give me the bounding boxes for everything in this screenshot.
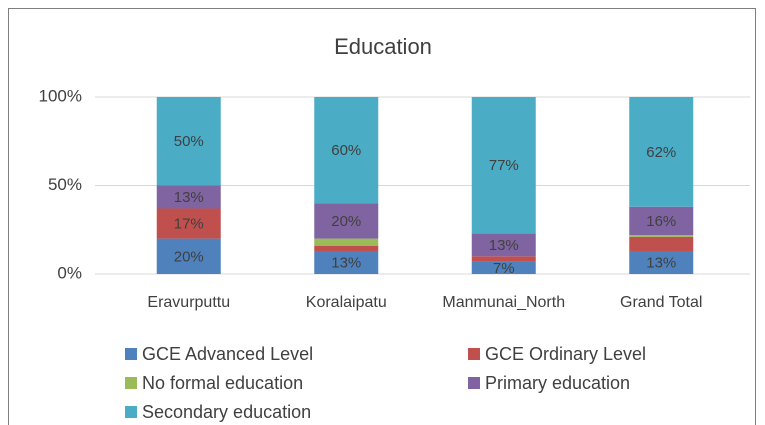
legend-swatch	[468, 377, 480, 389]
bar-segment	[156, 208, 221, 239]
bar-segment	[471, 256, 536, 262]
x-tick-label: Grand Total	[620, 294, 702, 311]
data-label: 50%	[174, 133, 204, 150]
bar-segment	[629, 206, 694, 236]
data-label: 60%	[331, 142, 361, 159]
bar-segment	[471, 233, 536, 257]
bar-segment	[629, 236, 694, 251]
bar-segment	[156, 238, 221, 274]
bar-segment	[471, 97, 536, 234]
legend-label: Primary education	[485, 373, 630, 393]
y-tick-label: 50%	[48, 175, 82, 194]
legend-swatch	[125, 348, 137, 360]
data-label: 20%	[331, 213, 361, 230]
bar-segment	[156, 185, 221, 209]
data-label: 7%	[493, 260, 515, 277]
chart-border	[8, 8, 756, 425]
legend-label: GCE Ordinary Level	[485, 344, 646, 364]
data-label: 13%	[646, 254, 676, 271]
bar-segment	[629, 250, 694, 274]
data-label: 13%	[331, 254, 361, 271]
x-tick-label: Eravurputtu	[147, 294, 230, 311]
legend-swatch	[468, 348, 480, 360]
bar-segment	[314, 245, 379, 251]
x-tick-label: Manmunai_North	[442, 294, 565, 311]
y-tick-label: 100%	[39, 86, 82, 105]
bar-segment	[156, 97, 221, 186]
data-label: 13%	[489, 237, 519, 254]
data-label: 13%	[174, 189, 204, 206]
data-label: 20%	[174, 248, 204, 265]
data-label: 16%	[646, 213, 676, 230]
data-label: 77%	[489, 157, 519, 174]
bar-segment	[314, 97, 379, 204]
legend-label: GCE Advanced Level	[142, 344, 313, 364]
y-tick-label: 0%	[57, 263, 82, 282]
bar-segment	[629, 97, 694, 207]
data-label: 17%	[174, 216, 204, 233]
chart-title: Education	[334, 34, 432, 59]
bar-segment	[314, 203, 379, 239]
bar-segment	[471, 261, 536, 274]
x-tick-label: Koralaipatu	[306, 294, 387, 311]
data-label: 62%	[646, 144, 676, 161]
legend-swatch	[125, 406, 137, 418]
legend-label: No formal education	[142, 373, 303, 393]
bar-segment	[629, 235, 694, 237]
legend-swatch	[125, 377, 137, 389]
bar-segment	[314, 250, 379, 274]
bar-segment	[314, 238, 379, 246]
legend-label: Secondary education	[142, 402, 311, 422]
